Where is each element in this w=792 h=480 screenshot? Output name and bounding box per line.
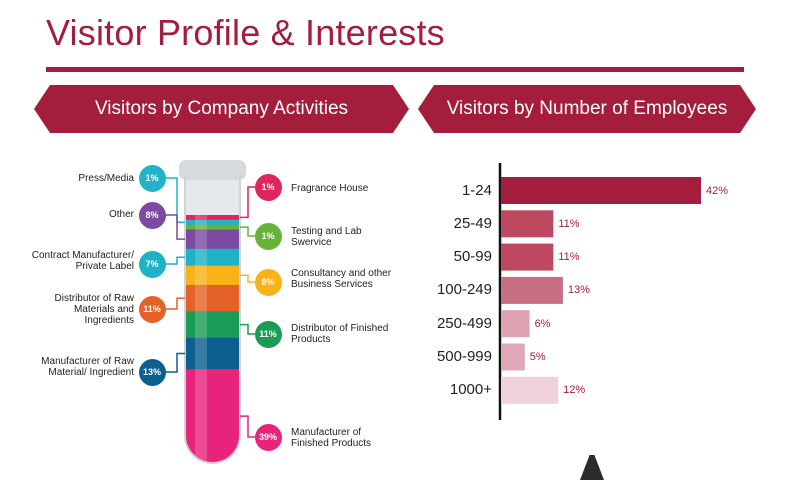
- tube-segment-highlight: [195, 248, 207, 267]
- tube-segment-highlight: [195, 215, 207, 221]
- connector-line: [165, 297, 185, 310]
- tube-segment-highlight: [195, 224, 207, 231]
- employee-bar: [501, 310, 530, 338]
- tube-segment-highlight: [195, 219, 207, 226]
- employee-bar: [501, 343, 525, 371]
- connector-line: [240, 186, 255, 219]
- tube-cap: [179, 160, 246, 180]
- segment-label: Fragrance House: [291, 183, 369, 194]
- connector-line: [240, 323, 255, 335]
- value-label: 42%: [706, 184, 729, 197]
- tube-segment: [185, 248, 240, 267]
- connector-line: [240, 226, 255, 237]
- percent-circle: 11%: [254, 320, 282, 348]
- tube-glass: [185, 178, 240, 218]
- tube-segment-highlight: [195, 311, 207, 339]
- segment-label: Other: [108, 209, 134, 220]
- tube-segment-highlight: [195, 265, 207, 286]
- value-label: 12%: [563, 384, 586, 397]
- page-title: Visitor Profile & Interests: [46, 12, 445, 53]
- category-label: 250-499: [436, 314, 492, 332]
- tube-segment-highlight: [195, 337, 207, 370]
- section-ribbon-employees: Visitors by Number of Employees: [418, 85, 756, 133]
- percent-circle: 13%: [138, 358, 166, 386]
- tube-outline: [184, 175, 241, 464]
- connector-line: [240, 274, 255, 283]
- segment-label: Testing and Lab Swervice: [291, 226, 362, 248]
- category-label: 25-49: [453, 214, 492, 232]
- employee-bar: [501, 177, 701, 204]
- segment-label: Distributor of Finished Products: [291, 323, 389, 345]
- category-label: 1000+: [449, 381, 492, 399]
- section-ribbon-activities: Visitors by Company Activities: [34, 85, 409, 133]
- employee-bar: [501, 243, 554, 271]
- connector-line: [165, 214, 185, 240]
- segment-label: Manufacturer of Finished Products: [291, 427, 372, 449]
- tube-segment: [185, 219, 240, 226]
- ribbon-label-activities: Visitors by Company Activities: [94, 98, 349, 119]
- tube-segment: [185, 284, 240, 312]
- value-label: 11%: [558, 217, 580, 230]
- tube-segment: [185, 265, 240, 286]
- category-label: 50-99: [453, 248, 492, 266]
- category-label: 500-999: [436, 348, 492, 365]
- connector-line: [165, 256, 185, 265]
- connector-line: [165, 177, 185, 224]
- segment-label: Distributor of Raw Materials and Ingredi…: [54, 293, 134, 326]
- title-underline: [46, 67, 744, 72]
- tube-segment: [185, 229, 240, 250]
- percent-circle: 1%: [254, 173, 282, 201]
- value-label: 13%: [567, 284, 590, 297]
- percent-circle: 8%: [138, 201, 166, 229]
- value-label: 11%: [558, 251, 580, 264]
- connector-line: [165, 352, 185, 373]
- ribbon-label-employees: Visitors by Number of Employees: [446, 98, 728, 119]
- tube-segment-highlight: [195, 284, 207, 312]
- tube-segment: [185, 337, 240, 370]
- value-label: 5%: [529, 351, 546, 363]
- tube-segment: [185, 369, 240, 463]
- connector-line: [240, 415, 255, 438]
- tube-segment: [185, 224, 240, 231]
- segment-label: Contract Manufacturer/ Private Label: [31, 250, 134, 272]
- employee-bar: [501, 376, 559, 404]
- percent-circle: 7%: [138, 250, 166, 278]
- category-label: 1-24: [461, 181, 492, 199]
- tube-segment: [185, 215, 240, 221]
- employee-bar: [501, 210, 554, 238]
- percent-circle: 1%: [138, 164, 166, 192]
- tube-segment-highlight: [195, 369, 207, 463]
- value-label: 6%: [534, 317, 551, 330]
- category-label: 100-249: [436, 281, 492, 299]
- percent-circle: 39%: [254, 423, 282, 451]
- percent-circle: 1%: [254, 222, 282, 250]
- segment-label: Press/Media: [78, 173, 134, 184]
- percent-circle: 8%: [254, 268, 282, 296]
- segment-label: Manufacturer of Raw Material/ Ingredient: [41, 356, 134, 378]
- employee-bar: [501, 276, 563, 304]
- percent-circle: 11%: [138, 295, 166, 323]
- tube-segment-highlight: [195, 229, 207, 250]
- tube-segment: [185, 311, 240, 339]
- segment-label: Consultancy and other Business Services: [291, 268, 392, 290]
